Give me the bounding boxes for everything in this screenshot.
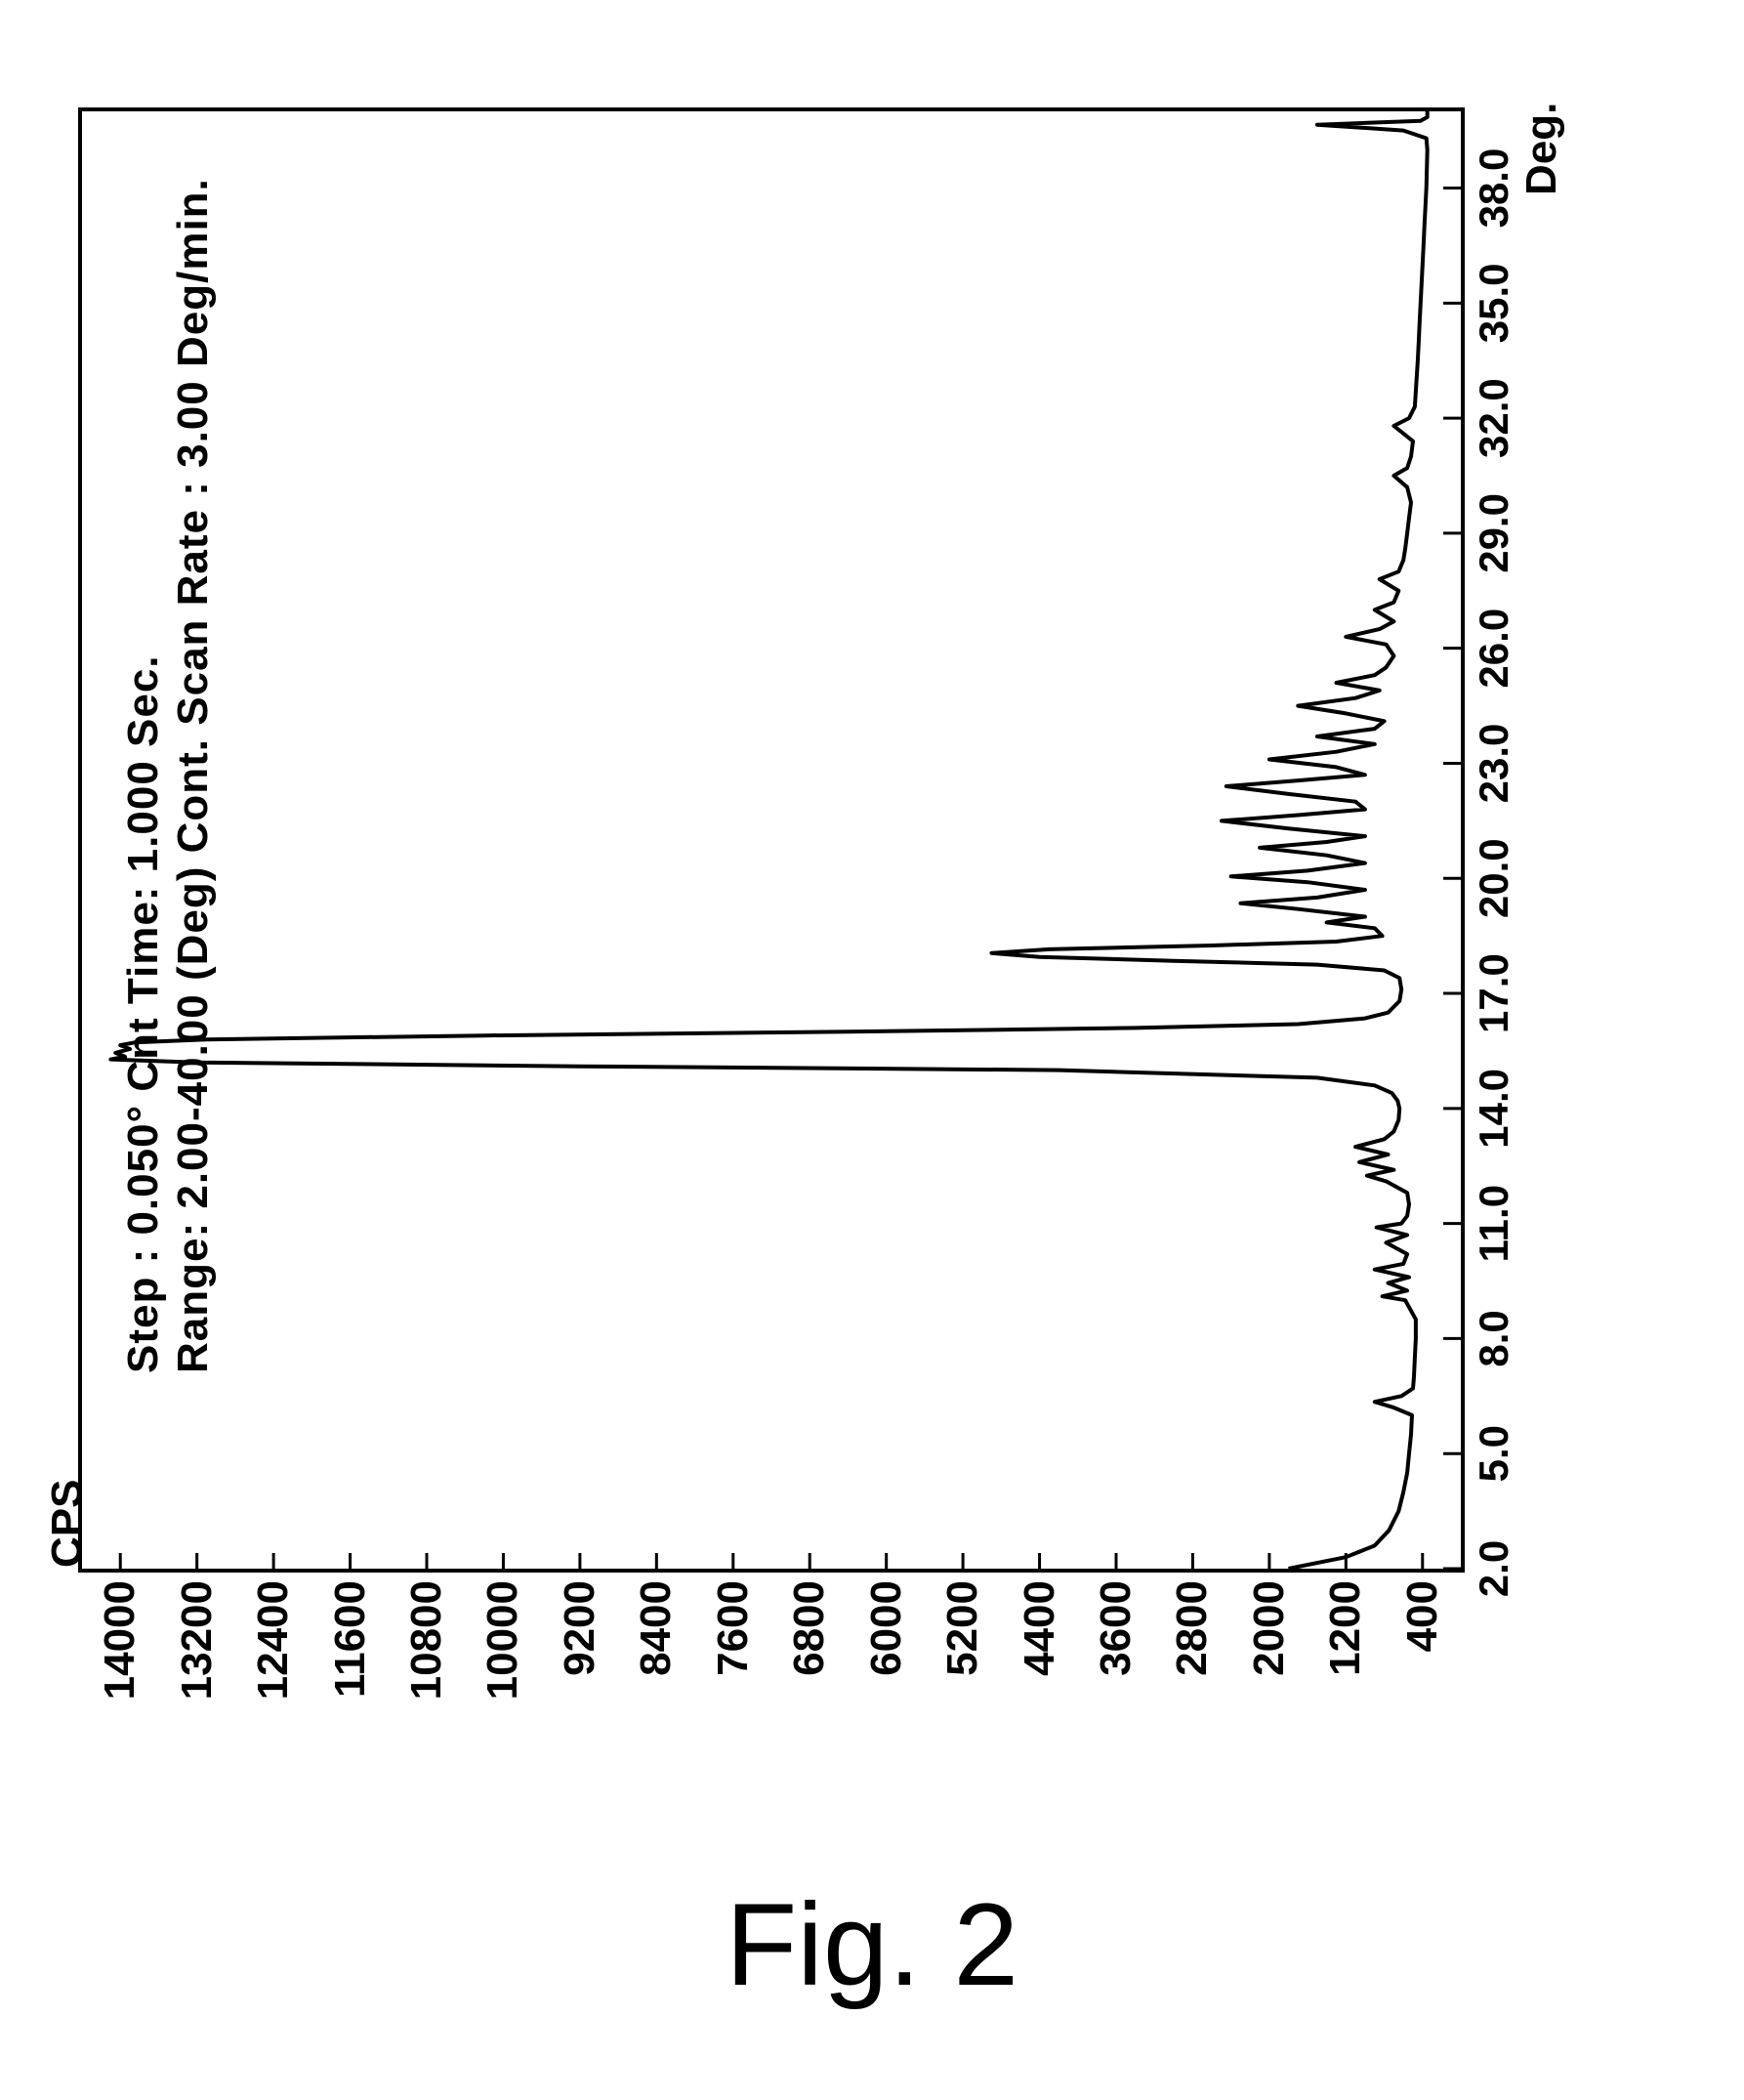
plot-svg bbox=[82, 111, 1461, 1569]
y-tick-label: 5200 bbox=[938, 1580, 987, 1676]
xrd-chart: CPS Step : 0.050° Cnt Time: 1.000 Sec. R… bbox=[49, 49, 1695, 1758]
x-tick-label: 29.0 bbox=[1471, 493, 1517, 573]
figure-caption: Fig. 2 bbox=[0, 1877, 1744, 2012]
y-tick-label: 3600 bbox=[1092, 1580, 1141, 1676]
x-tick-label: 26.0 bbox=[1471, 609, 1517, 689]
x-tick-label: 35.0 bbox=[1471, 263, 1517, 343]
x-tick-label: 2.0 bbox=[1471, 1540, 1517, 1597]
y-tick-label: 2800 bbox=[1168, 1580, 1217, 1676]
y-tick-label: 6000 bbox=[862, 1580, 911, 1676]
x-tick-label: 32.0 bbox=[1471, 378, 1517, 458]
y-tick-label: 8400 bbox=[632, 1580, 681, 1676]
y-tick-label: 11600 bbox=[326, 1580, 375, 1698]
x-tick-label: 14.0 bbox=[1471, 1069, 1517, 1149]
x-tick-label: 5.0 bbox=[1471, 1425, 1517, 1482]
y-tick-label: 400 bbox=[1398, 1580, 1447, 1652]
x-axis-labels: 2.05.08.011.014.017.020.023.026.029.032.… bbox=[1471, 107, 1529, 1573]
x-tick-label: 11.0 bbox=[1471, 1185, 1517, 1262]
y-tick-label: 9200 bbox=[556, 1580, 604, 1676]
y-tick-label: 10000 bbox=[478, 1580, 527, 1700]
x-tick-label: 38.0 bbox=[1471, 148, 1517, 229]
figure-container: CPS Step : 0.050° Cnt Time: 1.000 Sec. R… bbox=[49, 49, 1695, 1758]
page-root: CPS Step : 0.050° Cnt Time: 1.000 Sec. R… bbox=[0, 0, 1744, 2100]
y-tick-label: 7600 bbox=[709, 1580, 758, 1676]
x-axis-title: Deg. bbox=[1517, 103, 1566, 195]
y-tick-label: 4400 bbox=[1016, 1580, 1064, 1676]
y-tick-label: 13200 bbox=[173, 1580, 222, 1700]
plot-frame: Step : 0.050° Cnt Time: 1.000 Sec. Range… bbox=[78, 107, 1465, 1573]
x-tick-label: 23.0 bbox=[1471, 724, 1517, 804]
x-tick-label: 8.0 bbox=[1471, 1310, 1517, 1366]
y-tick-label: 6800 bbox=[785, 1580, 834, 1676]
x-tick-label: 17.0 bbox=[1471, 953, 1517, 1033]
y-tick-label: 2000 bbox=[1245, 1580, 1294, 1676]
y-tick-label: 10800 bbox=[402, 1580, 451, 1700]
y-tick-label: 12400 bbox=[249, 1580, 298, 1700]
x-tick-label: 20.0 bbox=[1471, 838, 1517, 918]
y-tick-label: 14000 bbox=[96, 1580, 145, 1700]
y-tick-label: 1200 bbox=[1321, 1580, 1370, 1676]
y-axis-labels: 400 1200 2000 2800 3600 4400 5200 6000 6800 7600 8… bbox=[78, 1576, 1465, 1758]
